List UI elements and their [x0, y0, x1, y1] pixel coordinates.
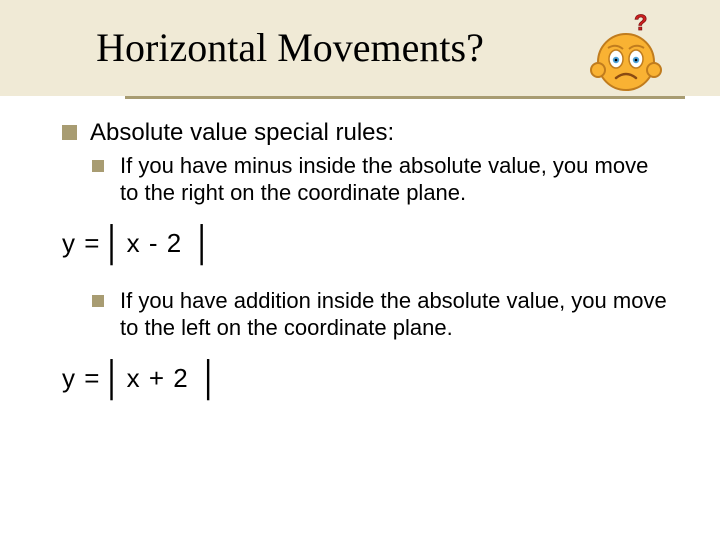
abs-bar-open-icon: │	[100, 225, 126, 263]
heading-text: Absolute value special rules:	[90, 119, 394, 146]
confused-face-icon: ?	[586, 14, 666, 94]
eq1-inner: x - 2	[127, 228, 183, 258]
slide-title: Horizontal Movements?	[0, 24, 580, 71]
bullet-rule-plus: If you have addition inside the absolute…	[92, 288, 672, 342]
svg-text:?: ?	[634, 14, 647, 35]
abs-bar-close-icon: │	[197, 360, 223, 398]
abs-bar-open-icon: │	[100, 360, 126, 398]
header-rule	[125, 96, 685, 99]
equation-minus: y =│x - 2 │	[62, 221, 672, 262]
bullet-rule-minus: If you have minus inside the absolute va…	[92, 153, 672, 207]
rule-plus-text: If you have addition inside the absolute…	[120, 288, 667, 340]
content-area: Absolute value special rules: If you hav…	[62, 118, 672, 424]
slide: Horizontal Movements? ? Absolute va	[0, 0, 720, 540]
abs-bar-close-icon: │	[190, 225, 216, 263]
equation-plus: y =│x + 2 │	[62, 356, 672, 397]
bullet-heading: Absolute value special rules:	[62, 118, 672, 147]
rule-minus-text: If you have minus inside the absolute va…	[120, 153, 648, 205]
eq2-inner: x + 2	[127, 363, 189, 393]
eq2-lhs: y =	[62, 363, 100, 393]
eq1-lhs: y =	[62, 228, 100, 258]
